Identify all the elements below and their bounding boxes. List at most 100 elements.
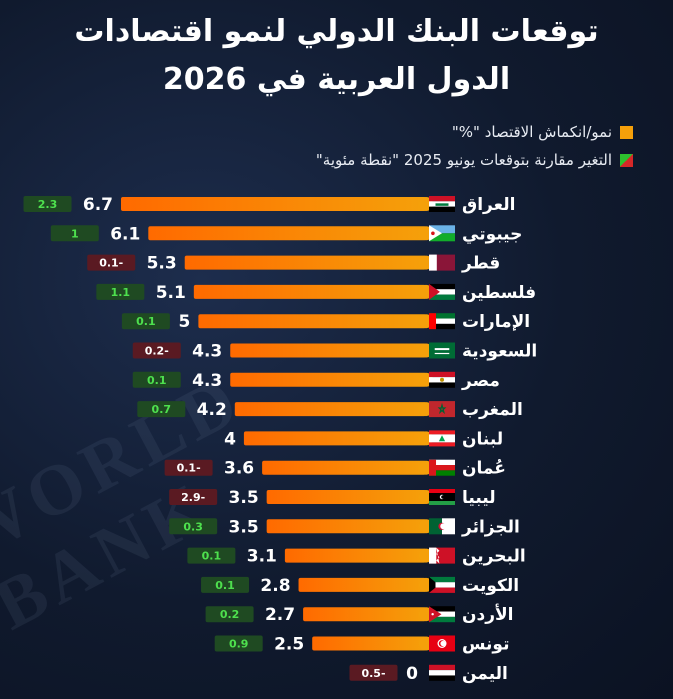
country-label: تونس	[462, 635, 509, 655]
country-label: ليبيا	[462, 488, 496, 508]
country-label: العراق	[462, 195, 515, 215]
flag-part	[438, 435, 446, 442]
value-label: 3.6	[224, 459, 254, 479]
flag-part	[429, 342, 455, 359]
flag-part	[429, 616, 455, 623]
change-box	[201, 576, 250, 593]
chart-row: المغرب 4.2 0.7	[137, 400, 523, 420]
chart-row: الأردن 2.7 0.2	[205, 604, 514, 625]
growth-bar	[234, 402, 426, 417]
change-box	[349, 664, 398, 681]
flag-part	[429, 489, 455, 493]
country-label: اليمن	[462, 664, 508, 684]
flag-part	[440, 523, 447, 530]
flag-part	[429, 670, 455, 676]
flag-part	[429, 313, 437, 330]
value-label: 4.3	[192, 371, 222, 391]
country-label: جيبوتي	[462, 224, 522, 244]
change-box	[23, 196, 72, 212]
flag-part	[429, 576, 455, 583]
change-label: 0.1	[147, 374, 167, 387]
chart-row: العراق 6.7 2.3	[23, 195, 515, 215]
flag-part	[441, 495, 445, 499]
chart-row: فلسطين 5.1 1.1	[96, 283, 536, 303]
flag-part	[431, 231, 435, 236]
change-box	[132, 342, 181, 359]
change-label: 0.3	[183, 520, 203, 533]
flag-part	[429, 576, 436, 593]
flag-part	[429, 323, 455, 330]
country-label: البحرين	[462, 547, 526, 567]
egypt-flag-icon	[429, 371, 455, 388]
country-label: فلسطين	[462, 283, 536, 303]
change-label: 0.2	[220, 608, 240, 621]
country-label: مصر	[461, 371, 500, 391]
change-label: 1	[71, 227, 79, 240]
value-label: 5.1	[156, 283, 186, 303]
chart-row: تونس 2.5 0.9	[214, 635, 509, 655]
flag-part	[429, 442, 455, 447]
morocco-flag-icon	[429, 401, 455, 418]
growth-bar	[193, 284, 426, 299]
legend-growth: نمو/انكماش الاقتصاد "%"	[452, 123, 633, 141]
flag-part	[429, 283, 440, 300]
country-label: عُمان	[462, 459, 506, 479]
flag-part	[429, 430, 455, 435]
flag-part	[429, 225, 442, 242]
flag-part	[429, 587, 455, 593]
growth-bar	[266, 519, 426, 534]
algeria-flag-icon	[429, 518, 455, 535]
flag-part	[434, 352, 450, 355]
growth-bar	[303, 607, 426, 622]
flag-part	[429, 547, 437, 564]
chart-title-line-2: الدول العربية في 2026	[162, 62, 511, 97]
flag-part	[429, 459, 437, 476]
growth-bar	[298, 577, 426, 592]
djibouti-flag-icon	[429, 225, 455, 242]
value-label: 4.3	[192, 342, 222, 362]
value-label: 2.5	[274, 635, 304, 655]
change-box	[187, 547, 236, 564]
legend-growth-label: نمو/انكماش الاقتصاد "%"	[451, 123, 612, 141]
change-box	[87, 254, 136, 271]
growth-bar	[262, 460, 426, 475]
growth-bar	[284, 548, 426, 563]
bahrain-flag-icon	[429, 547, 455, 564]
flag-part	[429, 196, 455, 202]
value-label: 6.1	[110, 224, 140, 244]
flag-part	[429, 233, 455, 242]
value-label: 3.5	[229, 517, 259, 537]
flag-part	[431, 613, 434, 616]
change-box	[132, 371, 181, 388]
chart-row: عُمان 3.6 0.1-	[164, 459, 506, 479]
flag-part	[429, 206, 455, 212]
value-label: 3.1	[247, 547, 277, 567]
growth-bar	[230, 372, 426, 387]
chart-row: ليبيا 3.5 2.9-	[169, 488, 496, 508]
lebanon-flag-icon	[429, 430, 455, 447]
change-box	[50, 225, 99, 242]
uae-flag-icon	[429, 313, 455, 330]
bar-chart: العراق 6.7 2.3 جيبوتي 6.1 1 قطر 5.3 0.1- فلسطين 5.…	[23, 195, 537, 684]
change-box	[96, 283, 145, 300]
flag-part	[429, 294, 455, 300]
legend-change: التغير مقارنة بتوقعات يونيو 2025 "نقطة م…	[316, 151, 633, 169]
flag-part	[429, 470, 455, 476]
flag-part	[440, 377, 444, 382]
change-box	[169, 518, 218, 535]
growth-bar	[198, 314, 426, 329]
flag-part	[429, 664, 455, 671]
flag-part	[429, 675, 455, 681]
flag-part	[429, 611, 455, 617]
flag-part	[437, 402, 447, 415]
chart-row: الجزائر 3.5 0.3	[169, 517, 520, 537]
saudi-flag-icon	[429, 342, 455, 359]
growth-bar	[312, 636, 426, 651]
legend-change-label: التغير مقارنة بتوقعات يونيو 2025 "نقطة م…	[315, 151, 612, 169]
flag-part	[436, 547, 440, 564]
country-label: المغرب	[462, 400, 523, 420]
value-label: 5	[179, 312, 191, 332]
value-label: 5.3	[147, 254, 177, 274]
chart-title-line-1: توقعات البنك الدولي لنمو اقتصادات	[74, 14, 599, 49]
flag-part	[429, 371, 455, 378]
